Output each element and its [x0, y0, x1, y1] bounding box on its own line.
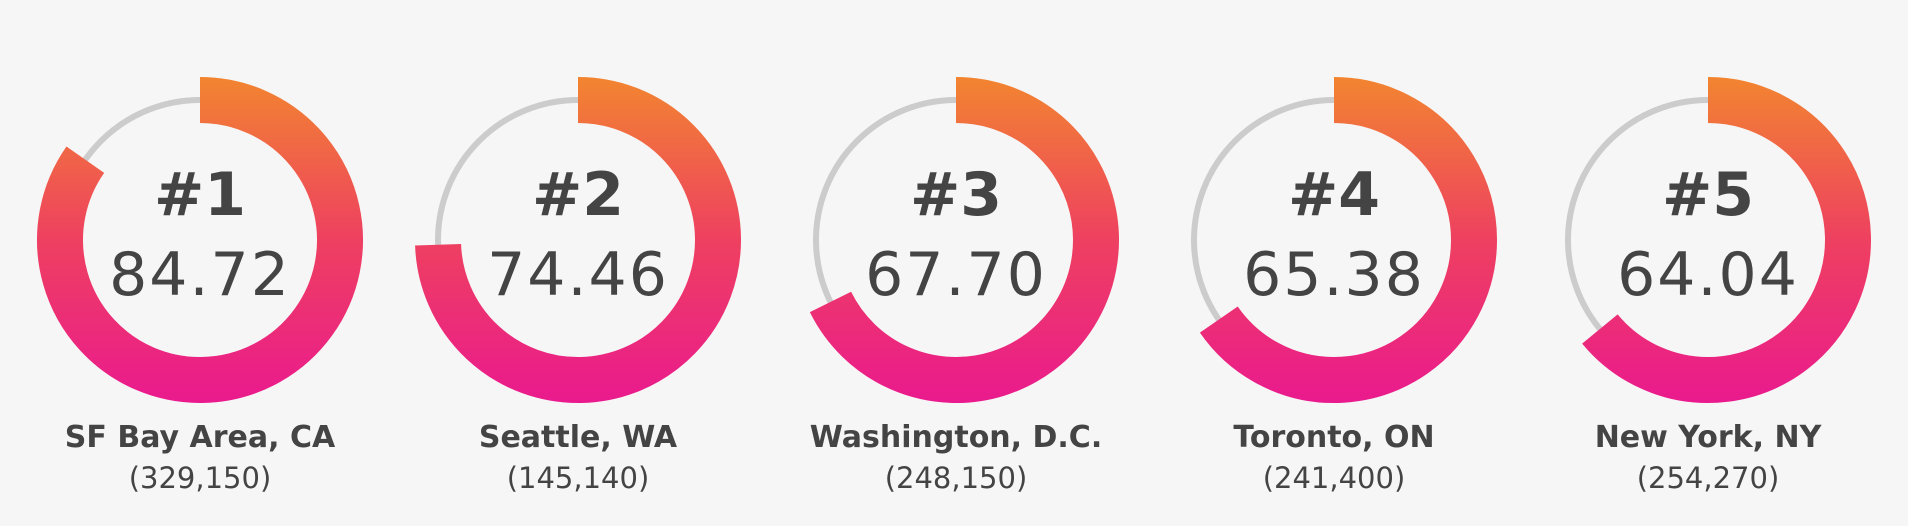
rank-label-3: #3	[909, 160, 1003, 230]
city-label-3: Washington, D.C.	[809, 420, 1103, 455]
population-label-2: (145,140)	[506, 461, 650, 495]
gauge-svg-3	[809, 77, 1119, 403]
score-value-2: 74.46	[487, 240, 669, 310]
gauge-item-1: #1 84.72 SF Bay Area, CA (329,150)	[10, 0, 390, 526]
gauge-arc-5	[1582, 77, 1871, 403]
rank-label-2: #2	[531, 160, 625, 230]
city-label-4: Toronto, ON	[1233, 420, 1435, 455]
gauge-item-5: #5 64.04 New York, NY (254,270)	[1518, 0, 1898, 526]
gauge-svg-5	[1565, 77, 1871, 403]
population-label-5: (254,270)	[1636, 461, 1780, 495]
population-label-4: (241,400)	[1262, 461, 1406, 495]
gauge-arc-4	[1199, 77, 1497, 403]
gauge-arc-3	[809, 77, 1119, 403]
gauge-item-3: #3 67.70 Washington, D.C. (248,150)	[766, 0, 1146, 526]
score-value-3: 67.70	[865, 240, 1047, 310]
score-value-1: 84.72	[109, 240, 291, 310]
rank-label-5: #5	[1661, 160, 1755, 230]
score-value-5: 64.04	[1617, 240, 1799, 310]
gauge-svg-4	[1191, 77, 1497, 403]
gauge-item-4: #4 65.38 Toronto, ON (241,400)	[1144, 0, 1524, 526]
gauge-svg-2	[415, 77, 741, 403]
gauge-svg-1	[37, 77, 363, 403]
city-label-1: SF Bay Area, CA	[64, 420, 336, 455]
rank-label-4: #4	[1287, 160, 1381, 230]
rank-label-1: #1	[153, 160, 247, 230]
gauge-arc-2	[415, 77, 741, 403]
population-label-3: (248,150)	[884, 461, 1028, 495]
population-label-1: (329,150)	[128, 461, 272, 495]
city-label-5: New York, NY	[1594, 420, 1822, 455]
score-value-4: 65.38	[1243, 240, 1425, 310]
city-label-2: Seattle, WA	[478, 420, 678, 455]
gauge-arc-1	[37, 77, 363, 403]
gauge-item-2: #2 74.46 Seattle, WA (145,140)	[388, 0, 768, 526]
